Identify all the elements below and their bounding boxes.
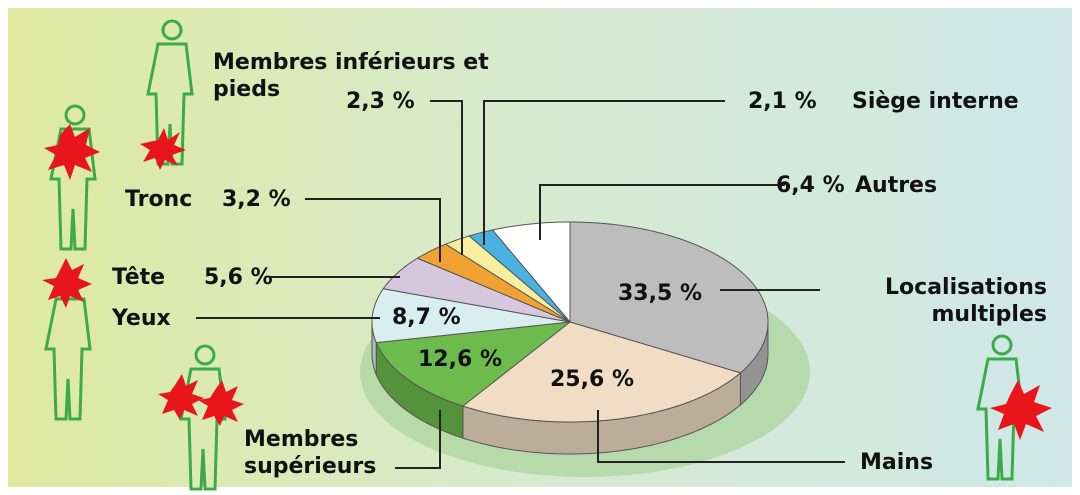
pie-slice [444, 235, 571, 323]
leader-line [305, 198, 441, 262]
value-label: 6,4 % [776, 173, 845, 198]
pie-slice [416, 243, 571, 323]
category-label: Membres inférieurs et pieds [213, 50, 489, 102]
pain-mark [990, 380, 1052, 440]
pie-slice [375, 321, 572, 407]
value-label: 5,6 % [204, 265, 273, 290]
category-label: Membres supérieurs [244, 427, 377, 479]
category-label: Yeux [112, 306, 171, 331]
leader-line [430, 100, 463, 255]
value-label: 33,5 % [618, 281, 702, 306]
value-label: 2,3 % [346, 89, 415, 114]
leader-line [395, 410, 441, 469]
pie [371, 221, 769, 455]
pie-slice [371, 288, 571, 344]
pie-slice [491, 221, 571, 324]
leader-line [597, 410, 845, 463]
pie-slice [382, 257, 571, 323]
pain-mark [198, 380, 244, 426]
value-label: 3,2 % [222, 187, 291, 212]
category-label: Mains [860, 450, 934, 475]
category-label: Tête [112, 265, 166, 290]
pie-slice [461, 321, 742, 423]
leader-lines [196, 100, 845, 469]
category-label: Siège interne [852, 89, 1019, 114]
pain-mark [140, 128, 186, 170]
pie-slice [468, 229, 571, 323]
pain-mark [42, 258, 92, 308]
leader-line [539, 184, 785, 240]
pie-slice [569, 221, 769, 374]
pain-marks [42, 124, 1052, 440]
value-label: 25,6 % [550, 367, 634, 392]
leader-line [483, 100, 725, 245]
pain-mark [158, 374, 204, 420]
category-label: Autres [855, 173, 938, 198]
value-label: 8,7 % [392, 305, 461, 330]
pain-mark [44, 124, 100, 180]
category-label: Localisations multiples [885, 275, 1047, 327]
value-label: 2,1 % [748, 89, 817, 114]
figure [49, 104, 97, 251]
value-label: 12,6 % [418, 347, 502, 372]
category-label: Tronc [125, 187, 193, 212]
